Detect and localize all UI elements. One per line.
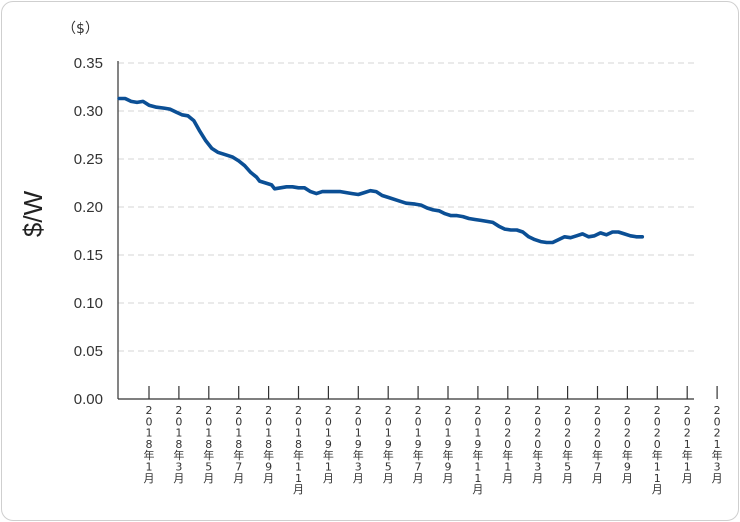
y-tick-label: 0.10: [74, 295, 103, 312]
axes: [117, 61, 718, 400]
y-tick-label: 0.00: [74, 391, 103, 408]
x-tick-labels: 2 0 1 8 年 1 月 2 0 1 8 年 3 月 2 0 1 8 年 5 月 2 0 1 8 年 7 月 2 0 1 8 年 9 月 2 0 1 8 年…: [144, 404, 723, 496]
gridlines: [118, 62, 694, 352]
unit-label: （$）: [62, 21, 99, 37]
series-line: [117, 96, 645, 245]
y-tick-label: 0.20: [74, 199, 103, 216]
y-tick-label: 0.35: [74, 55, 103, 72]
y-tick-label: 0.15: [74, 247, 103, 264]
y-tick-label: 0.05: [74, 343, 103, 360]
y-tick-label: 0.30: [74, 103, 103, 120]
series-lines: [117, 96, 645, 245]
y-tick-label: 0.25: [74, 151, 103, 168]
y-tick-labels: 0.00 0.05 0.10 0.15 0.20 0.25 0.30 0.35: [74, 55, 103, 408]
y-axis-title: $/W: [18, 190, 48, 237]
